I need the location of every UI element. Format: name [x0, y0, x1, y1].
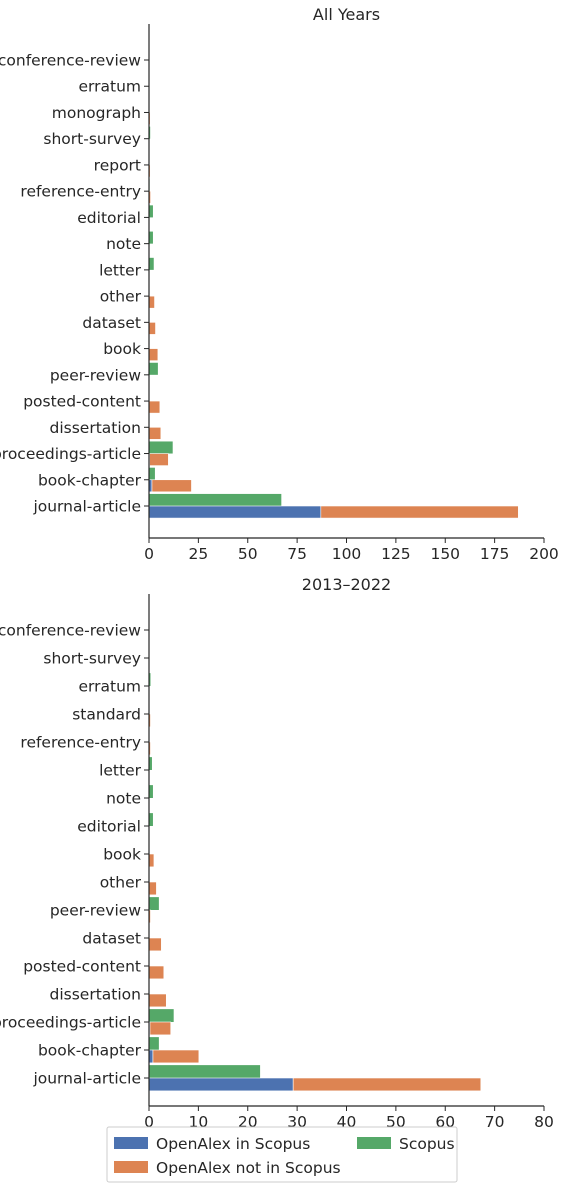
bar-openalex-in-scopus-journal-article [148, 1077, 294, 1092]
bar-openalex-not-in-scopus-posted-content [148, 400, 161, 414]
chart-panels: All Years conference-review erratum monogra… [0, 5, 559, 1131]
category-label-book-chapter: book-chapter [38, 471, 142, 489]
bar-openalex-not-in-scopus-dissertation [148, 993, 167, 1008]
bar-openalex-not-in-scopus-book-chapter [151, 479, 192, 493]
category-label-other: other [100, 874, 142, 892]
bar-openalex-not-in-scopus-dataset [148, 322, 156, 335]
bar-scopus-journal-article [149, 1065, 261, 1078]
category-label-book: book [103, 340, 141, 358]
category-label-short-survey: short-survey [43, 130, 141, 148]
category-label-proceedings-article: proceedings-article [0, 445, 141, 463]
chart-title: All Years [313, 5, 380, 24]
bar-openalex-not-in-scopus-book-chapter [152, 1049, 200, 1064]
category-label-journal-article: journal-article [32, 1070, 141, 1088]
category-label-editorial: editorial [77, 209, 141, 227]
bar-scopus-journal-article [149, 493, 282, 506]
legend-swatch-openalex-in-scopus [114, 1137, 148, 1149]
bar-openalex-not-in-scopus-book [148, 853, 155, 868]
bar-scopus-editorial [149, 205, 153, 218]
legend-label-scopus: Scopus [399, 1135, 455, 1153]
bar-scopus-proceedings-article [149, 1009, 174, 1022]
bar-openalex-not-in-scopus-proceedings-article [149, 453, 169, 466]
category-label-report: report [94, 156, 141, 174]
category-label-peer-review: peer-review [50, 366, 141, 384]
legend-label-openalex-in-scopus: OpenAlex in Scopus [156, 1135, 310, 1153]
x-tick-label-200: 200 [529, 545, 559, 563]
bar-openalex-not-in-scopus-other [148, 295, 155, 309]
x-tick-label-175: 175 [480, 545, 510, 563]
bar-openalex-not-in-scopus-proceedings-article [149, 1021, 172, 1036]
x-tick-label-70: 70 [485, 1113, 505, 1131]
category-label-note: note [106, 790, 141, 808]
category-label-posted-content: posted-content [23, 958, 141, 976]
category-label-note: note [106, 235, 141, 253]
x-tick-label-80: 80 [534, 1113, 554, 1131]
category-label-erratum: erratum [78, 78, 141, 96]
bar-openalex-not-in-scopus-book [148, 348, 159, 361]
category-label-dataset: dataset [82, 314, 141, 332]
x-tick-label-100: 100 [332, 545, 362, 563]
bar-scopus-editorial [149, 813, 153, 826]
x-tick-label-75: 75 [287, 545, 307, 563]
bar-scopus-peer-review [149, 362, 158, 375]
category-label-reference-entry: reference-entry [20, 183, 141, 201]
bar-scopus-erratum [149, 673, 151, 686]
x-tick-label-150: 150 [430, 545, 460, 563]
bar-openalex-in-scopus-journal-article [148, 505, 322, 519]
bar-scopus-note [149, 231, 153, 244]
bar-openalex-not-in-scopus-journal-article [292, 1077, 482, 1092]
bar-openalex-not-in-scopus-posted-content [148, 965, 165, 980]
chart-title: 2013–2022 [302, 575, 391, 594]
bar-openalex-not-in-scopus-journal-article [320, 505, 519, 519]
category-label-dissertation: dissertation [50, 419, 141, 437]
bar-scopus-peer-review [149, 897, 159, 910]
category-label-dissertation: dissertation [50, 986, 141, 1004]
bar-scopus-book-chapter [149, 1037, 159, 1050]
category-label-letter: letter [99, 762, 142, 780]
category-label-journal-article: journal-article [32, 498, 141, 516]
category-label-proceedings-article: proceedings-article [0, 1014, 141, 1032]
category-label-standard: standard [72, 706, 141, 724]
legend-swatch-scopus [357, 1137, 391, 1149]
category-label-book: book [103, 846, 141, 864]
x-tick-label-50: 50 [238, 545, 258, 563]
category-label-other: other [100, 288, 142, 306]
category-label-conference-review: conference-review [0, 52, 141, 70]
bar-openalex-not-in-scopus-other [148, 881, 157, 896]
category-label-reference-entry: reference-entry [20, 734, 141, 752]
legend: OpenAlex in Scopus OpenAlex not in Scopu… [106, 1126, 458, 1183]
bar-openalex-not-in-scopus-dataset [148, 937, 162, 952]
legend-label-openalex-not-in-scopus: OpenAlex not in Scopus [156, 1159, 341, 1177]
category-label-short-survey: short-survey [43, 650, 141, 668]
x-tick-label-0: 0 [144, 545, 154, 563]
bar-scopus-letter [149, 257, 154, 270]
category-label-conference-review: conference-review [0, 622, 141, 640]
category-label-erratum: erratum [78, 678, 141, 696]
bar-openalex-not-in-scopus-dissertation [148, 426, 162, 440]
bar-scopus-note [149, 785, 153, 798]
x-tick-label-25: 25 [189, 545, 209, 563]
bar-scopus-proceedings-article [149, 441, 173, 454]
chart-panel-2: 2013–2022 conference-review short-survey er… [0, 575, 554, 1131]
category-label-dataset: dataset [82, 930, 141, 948]
x-tick-label-0: 0 [144, 1113, 154, 1131]
legend-swatch-openalex-not-in-scopus [114, 1161, 148, 1173]
chart-panel-1: All Years conference-review erratum monogra… [0, 5, 559, 563]
category-label-posted-content: posted-content [23, 393, 141, 411]
bar-scopus-letter [149, 757, 152, 770]
category-label-monograph: monograph [52, 104, 141, 122]
category-label-letter: letter [99, 261, 142, 279]
category-label-editorial: editorial [77, 818, 141, 836]
x-tick-label-125: 125 [381, 545, 411, 563]
category-label-peer-review: peer-review [50, 902, 141, 920]
bar-scopus-book-chapter [149, 467, 155, 480]
category-label-book-chapter: book-chapter [38, 1042, 142, 1060]
